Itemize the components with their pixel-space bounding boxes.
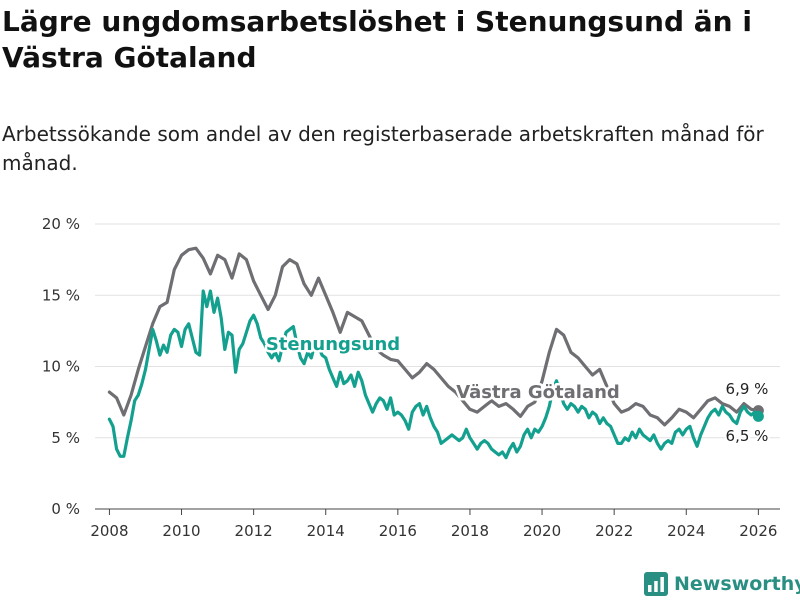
gridlines <box>95 223 780 439</box>
x-tick-label: 2016 <box>379 522 417 540</box>
end-value-label-vastra-gotaland: 6,9 % <box>726 380 769 398</box>
axes: 0 % 5 % 10 % 15 % 20 % 2008 2010 2012 2014 2016 20… <box>42 215 780 540</box>
brand-name: Newsworthy <box>674 573 800 595</box>
series-label-vastra-gotaland: Västra Götaland <box>456 382 620 403</box>
series-lines <box>107 246 764 460</box>
x-tick-label: 2018 <box>451 522 489 540</box>
x-tick-label: 2020 <box>523 522 561 540</box>
x-tick-label: 2010 <box>162 522 200 540</box>
x-tick-label: 2012 <box>235 522 273 540</box>
series-line-vastra-gotaland <box>107 246 760 427</box>
y-tick-label: 0 % <box>51 500 80 518</box>
y-tick-label: 15 % <box>42 286 80 304</box>
series-label-stenungsund: Stenungsund <box>266 334 400 355</box>
x-tick-label: 2014 <box>307 522 345 540</box>
chart-subtitle: Arbetssökande som andel av den registerb… <box>2 122 764 175</box>
x-tick-label: 2026 <box>739 522 777 540</box>
newsworthy-logo-icon <box>644 572 668 596</box>
y-tick-label: 5 % <box>51 429 80 447</box>
labels: Stenungsund Västra Götaland 6,9 % 6,5 % <box>263 332 770 448</box>
y-tick-label: 10 % <box>42 358 80 376</box>
brand-logo: Newsworthy <box>644 570 800 598</box>
x-tick-label: 2022 <box>595 522 633 540</box>
series-line-stenungsund <box>107 289 760 460</box>
end-value-label-stenungsund: 6,5 % <box>726 427 769 445</box>
y-tick-label: 20 % <box>42 215 80 233</box>
end-point-stenungsund <box>752 410 764 422</box>
x-tick-label: 2008 <box>90 522 128 540</box>
chart-title: Lägre ungdomsarbetslöshet i Stenungsund … <box>2 5 752 74</box>
x-tick-label: 2024 <box>667 522 705 540</box>
